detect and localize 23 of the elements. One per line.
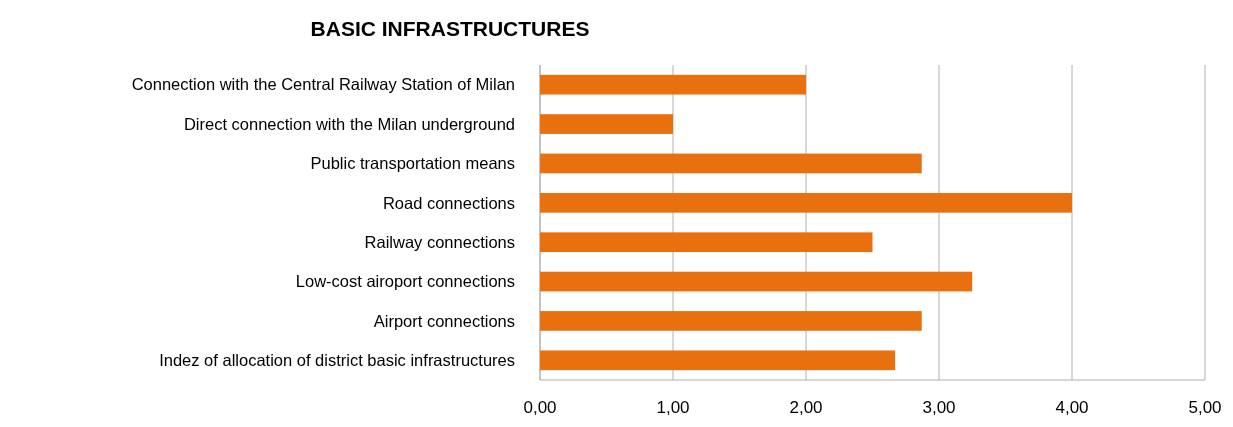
- chart-title: BASIC INFRASTRUCTURES: [310, 17, 590, 40]
- y-tick-label: Public transportation means: [310, 154, 515, 173]
- y-tick-label: Railway connections: [364, 232, 515, 251]
- y-tick-label: Airport connections: [373, 311, 515, 330]
- y-tick-label: Indez of allocation of district basic infrastructures: [159, 351, 515, 370]
- y-tick-label: Direct connection with the Milan underground: [183, 114, 515, 133]
- x-tick-label: 0,00: [523, 398, 557, 417]
- bar: [540, 271, 973, 292]
- x-tick-label: 3,00: [922, 398, 956, 417]
- bar: [540, 153, 922, 174]
- y-tick-label: Connection with the Central Railway Station of Milan: [131, 75, 515, 94]
- x-tick-label: 1,00: [656, 398, 690, 417]
- bar: [540, 311, 922, 331]
- bar: [540, 114, 673, 134]
- bar: [540, 350, 896, 371]
- y-tick-label: Low-cost airoport connections: [295, 272, 515, 291]
- x-tick-label: 4,00: [1055, 398, 1089, 417]
- y-tick-label: Road connections: [382, 193, 515, 212]
- x-tick-label: 5,00: [1188, 398, 1222, 417]
- bar: [540, 192, 1072, 213]
- bar: [540, 74, 806, 95]
- bar: [540, 232, 873, 253]
- x-tick-label: 2,00: [789, 398, 823, 417]
